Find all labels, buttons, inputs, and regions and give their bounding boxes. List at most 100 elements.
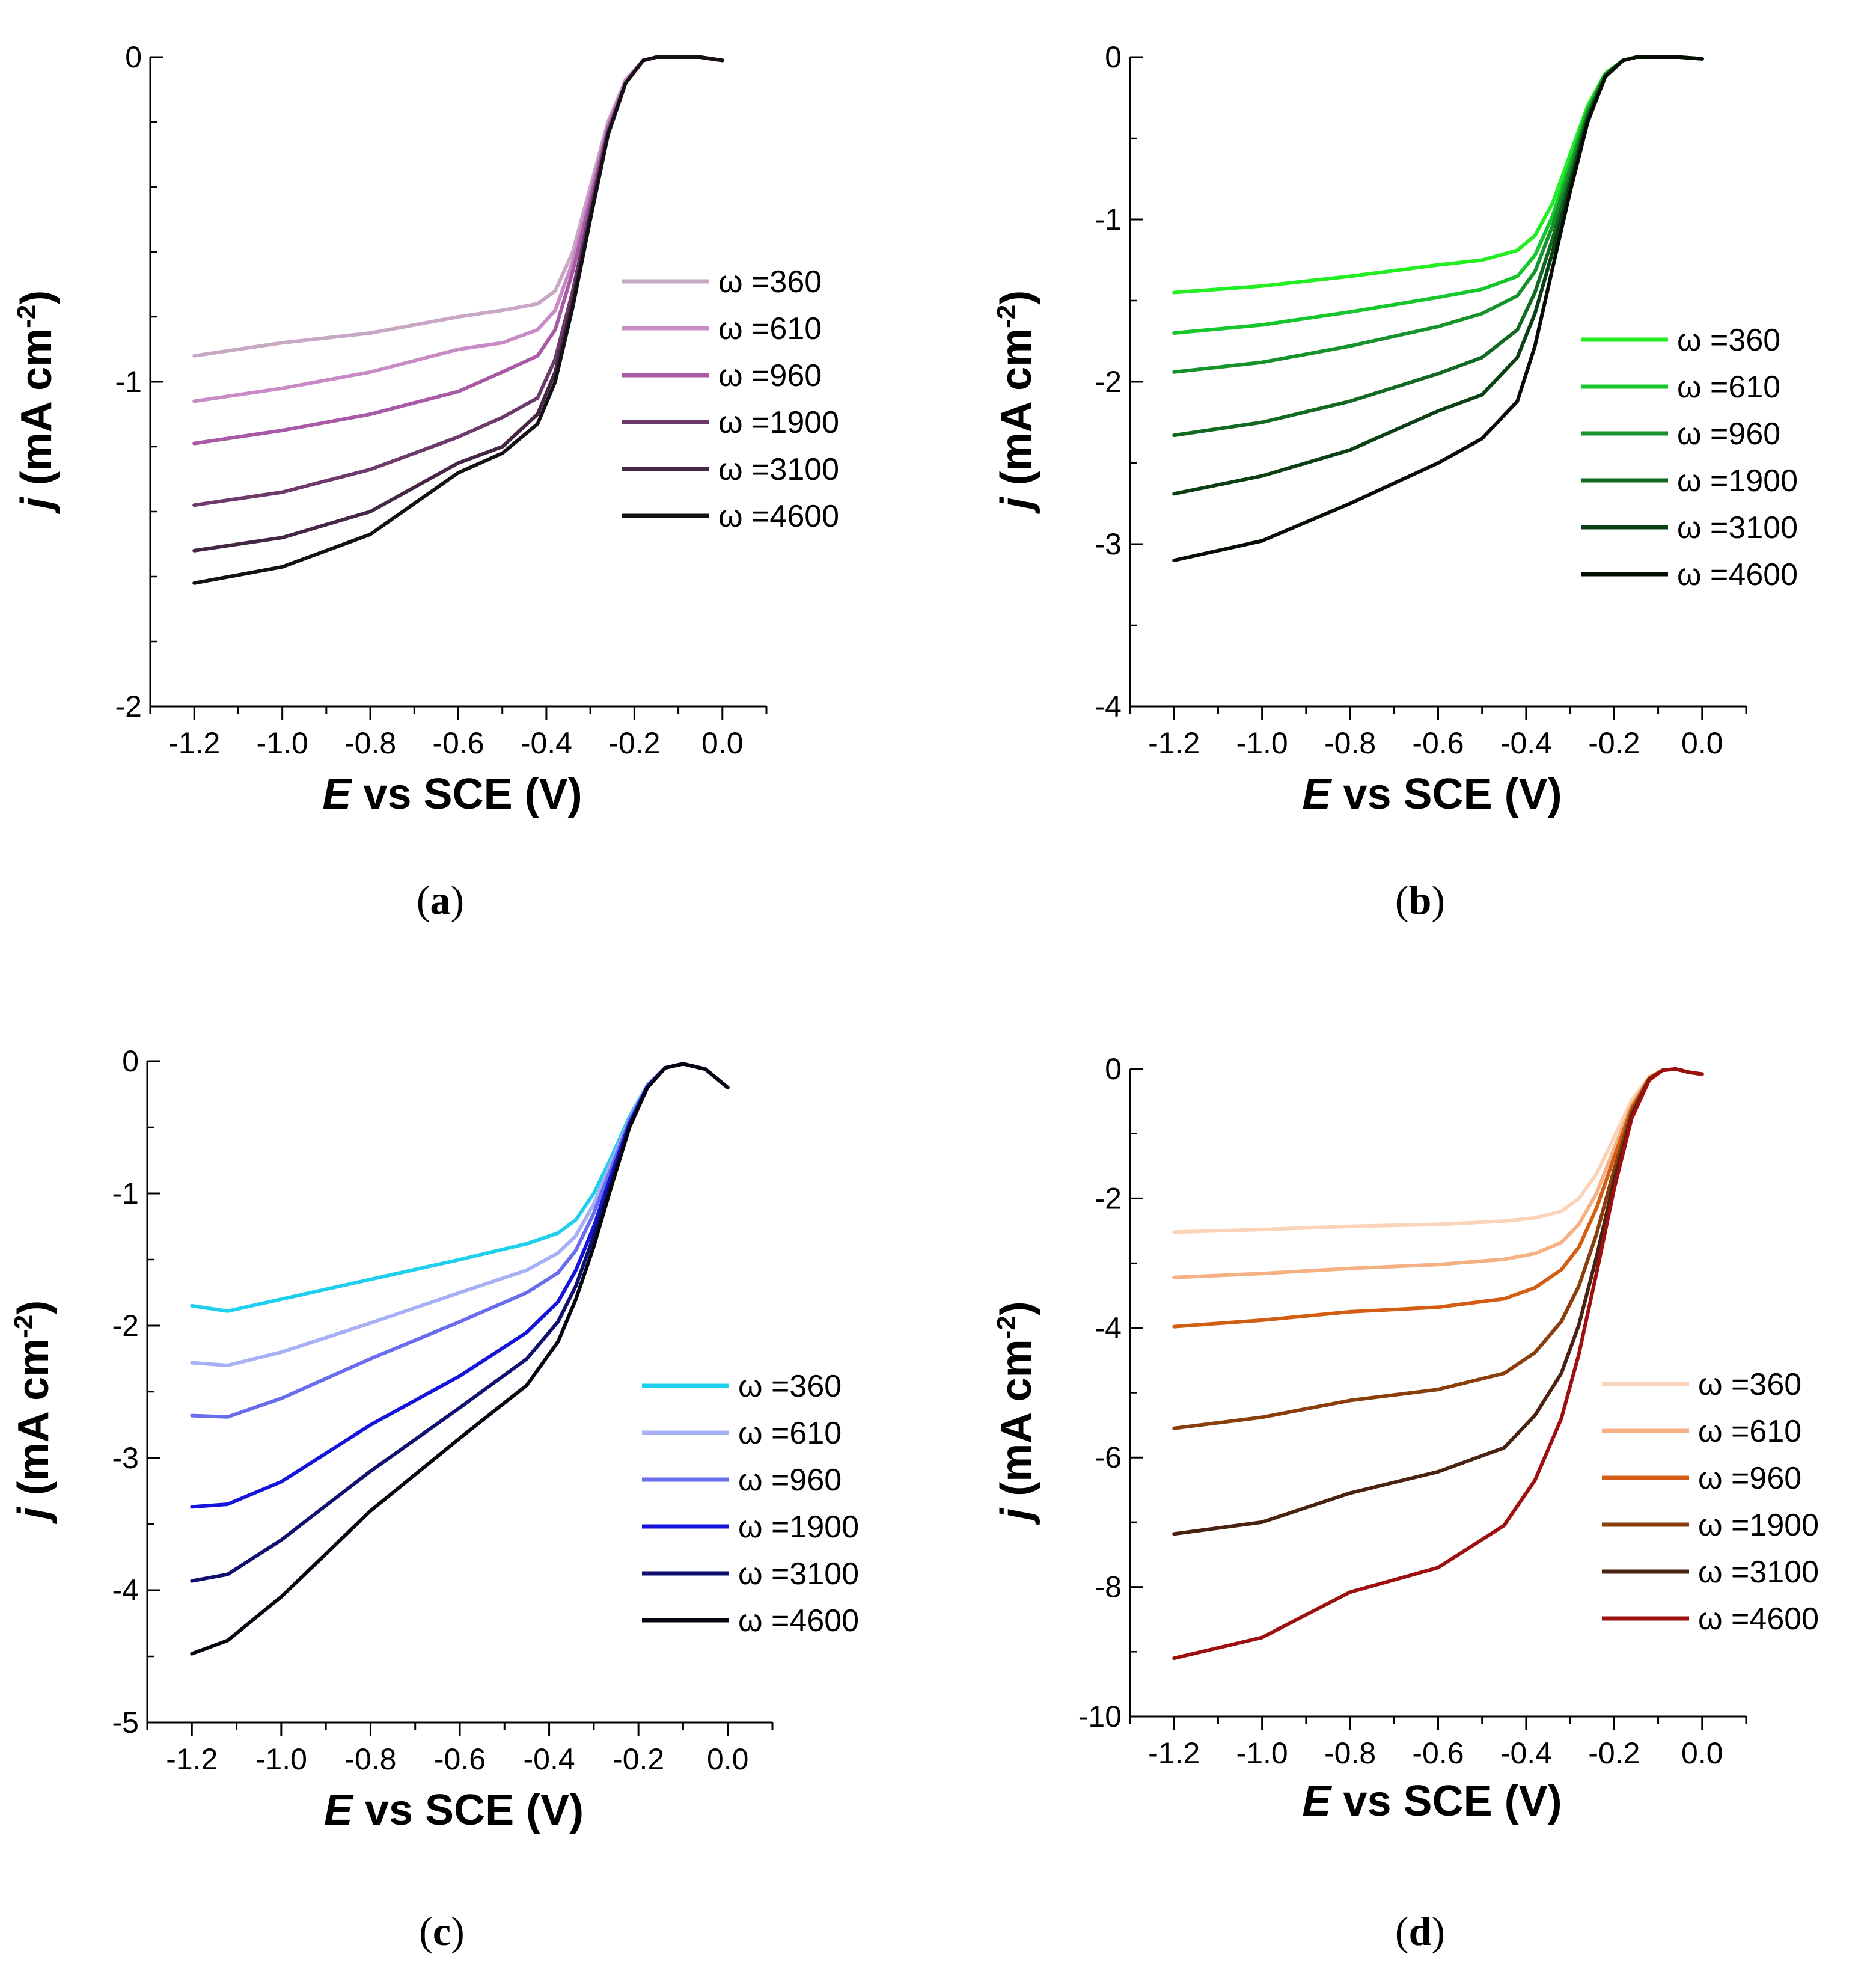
legend-label: ω =3100 (1677, 510, 1798, 545)
panel-caption-letter: a (430, 877, 451, 923)
panel-caption-close: ) (1431, 877, 1445, 923)
x-tick-label: -1.2 (1148, 1736, 1200, 1770)
panel-caption-open: ( (417, 877, 430, 923)
y-tick-label: -2 (115, 690, 142, 723)
legend-label: ω =4600 (1698, 1602, 1819, 1637)
legend-label: ω =4600 (738, 1603, 859, 1638)
legend-label: ω =3100 (718, 452, 839, 487)
x-tick-label: -1.0 (257, 726, 308, 760)
panel-caption-close: ) (451, 1908, 465, 1954)
legend-label: ω =610 (738, 1416, 842, 1451)
x-tick-label: 0.0 (1681, 1736, 1723, 1770)
y-axis-title-text: (mA cm (10, 1338, 58, 1507)
x-tick-label: -0.2 (613, 1742, 664, 1776)
panel-caption-open: ( (1395, 1908, 1409, 1954)
y-axis-title-close: ) (992, 1301, 1040, 1315)
legend-label: ω =960 (718, 358, 822, 393)
y-axis-title-text: (mA cm (992, 1339, 1040, 1508)
y-axis-title: j (mA cm-2) (12, 290, 61, 515)
x-axis-title-symbol: E (1302, 1777, 1332, 1825)
legend: ω =360 ω =610 ω =960 ω =1900 ω =3100 ω =4600 (1581, 323, 1798, 592)
legend: ω =360 ω =610 ω =960 ω =1900 ω =3100 ω =4600 (1602, 1367, 1819, 1637)
panel-caption: (d) (1395, 1908, 1445, 1954)
x-axis-title: E vs SCE (V) (322, 770, 582, 818)
x-tick-label: -0.4 (1500, 1736, 1552, 1770)
y-tick-label: -1 (112, 1177, 139, 1210)
x-axis-title-text: vs SCE (V) (351, 770, 582, 818)
y-tick-label: -2 (112, 1309, 139, 1343)
y-axis-title-close: ) (10, 1300, 58, 1315)
y-axis-title-close: ) (13, 290, 61, 305)
x-tick-label: -0.6 (1412, 726, 1464, 760)
x-axis-title: E vs SCE (V) (324, 1786, 584, 1834)
x-axis-title-text: vs SCE (V) (1331, 770, 1562, 818)
x-tick-label: -0.2 (1588, 726, 1640, 760)
panel-caption: (c) (419, 1908, 465, 1954)
x-tick-label: 0.0 (707, 1742, 749, 1776)
x-tick-label: -1.2 (168, 726, 220, 760)
legend-label: ω =960 (1677, 417, 1780, 452)
x-axis-title: E vs SCE (V) (1302, 1777, 1562, 1825)
legend-label: ω =360 (1677, 323, 1780, 358)
x-tick-label: -0.2 (608, 726, 660, 760)
legend-label: ω =1900 (738, 1510, 859, 1545)
x-tick-label: -0.6 (432, 726, 484, 760)
x-axis-title-symbol: E (322, 770, 352, 818)
y-tick-label: -8 (1095, 1570, 1122, 1604)
panel-caption-close: ) (451, 877, 465, 923)
panel-caption: (b) (1395, 877, 1445, 923)
y-axis-title-close: ) (992, 290, 1040, 305)
y-axis-title-text: (mA cm (992, 328, 1040, 497)
x-axis-title-text: vs SCE (V) (1331, 1777, 1562, 1825)
x-tick-label: -0.4 (1500, 726, 1552, 760)
legend: ω =360 ω =610 ω =960 ω =1900 ω =3100 ω =4600 (642, 1369, 859, 1638)
y-axis-title-superscript: -2 (9, 1315, 38, 1338)
x-tick-label: -0.4 (523, 1742, 575, 1776)
legend-label: ω =610 (1677, 370, 1780, 405)
x-axis-title-symbol: E (324, 1786, 354, 1834)
x-tick-label: -0.8 (1324, 726, 1376, 760)
y-tick-label: -5 (112, 1706, 139, 1739)
y-axis-title: j (mA cm-2) (9, 1300, 58, 1525)
x-tick-label: -0.6 (434, 1742, 486, 1776)
y-tick-label: 0 (1105, 40, 1122, 74)
legend-label: ω =960 (1698, 1461, 1801, 1496)
x-tick-label: -0.4 (521, 726, 572, 760)
y-tick-label: -2 (1095, 365, 1122, 399)
x-tick-label: -1.0 (255, 1742, 307, 1776)
y-tick-label: -4 (112, 1573, 139, 1607)
legend-label: ω =1900 (718, 405, 839, 440)
y-tick-label: -10 (1078, 1700, 1122, 1733)
panel-caption-letter: b (1409, 877, 1432, 923)
chart-panel-a: -2 -1 0 -1.2 -1.0 -0.8 -0.6 -0.4 -0.2 0.0 E vs SCE… (12, 40, 839, 818)
x-tick-label: -1.0 (1236, 1736, 1288, 1770)
chart-panel-d: -10 -8 -6 -4 -2 0 -1.2 -1.0 -0.8 -0.6 -0.4 -0.2 0.0 E… (992, 1052, 1819, 1825)
panel-caption-open: ( (1395, 877, 1409, 923)
y-tick-label: 0 (1105, 1052, 1122, 1086)
x-tick-label: -0.8 (344, 726, 396, 760)
legend-label: ω =3100 (738, 1557, 859, 1591)
chart-panel-c: -5 -4 -3 -2 -1 0 -1.2 -1.0 -0.8 -0.6 -0.4 -0.2 0.0 E … (9, 1044, 859, 1834)
x-tick-label: -1.2 (1148, 726, 1200, 760)
legend-label: ω =360 (738, 1369, 842, 1404)
legend-label: ω =1900 (1698, 1508, 1819, 1543)
y-axis-title-superscript: -2 (992, 305, 1021, 328)
y-axis-title-superscript: -2 (12, 305, 41, 328)
legend-label: ω =360 (718, 265, 822, 299)
x-tick-label: -1.0 (1236, 726, 1288, 760)
legend-label: ω =4600 (718, 499, 839, 534)
legend-label: ω =3100 (1698, 1555, 1819, 1590)
x-axis-title-symbol: E (1302, 770, 1332, 818)
panel-caption-letter: d (1409, 1908, 1432, 1954)
series-line-6 (190, 1062, 730, 1656)
y-tick-label: -2 (1095, 1181, 1122, 1215)
y-tick-label: -3 (112, 1441, 139, 1475)
panel-caption: (a) (417, 877, 464, 923)
y-tick-label: -4 (1095, 690, 1122, 723)
panel-caption-letter: c (433, 1908, 451, 1954)
y-tick-label: -4 (1095, 1311, 1122, 1345)
x-tick-label: -0.8 (1324, 1736, 1376, 1770)
y-tick-label: 0 (125, 40, 142, 74)
y-tick-label: -3 (1095, 527, 1122, 561)
